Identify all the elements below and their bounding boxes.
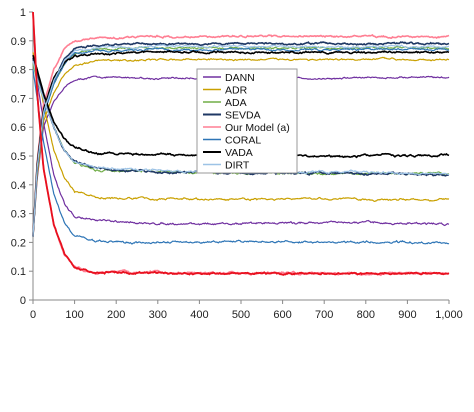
x-tick-label: 500: [232, 309, 250, 321]
series-line-vada-accuracy: [32, 49, 450, 237]
x-tick-label: 400: [190, 309, 208, 321]
x-tick-label: 800: [357, 309, 375, 321]
series-line-coral-accuracy: [32, 47, 449, 237]
legend-entry-label: ADA: [225, 97, 247, 109]
y-tick-label: 0.2: [11, 237, 26, 249]
y-tick-label: 0.4: [11, 180, 26, 192]
x-tick-label: 200: [107, 309, 125, 321]
y-tick-label: 0.8: [11, 65, 26, 77]
y-tick-label: 0.7: [11, 93, 26, 105]
x-tick-label: 700: [315, 309, 333, 321]
y-tick-label: 1: [20, 7, 26, 19]
series-line-dirt-accuracy: [32, 44, 450, 237]
x-tick-label: 900: [398, 309, 416, 321]
y-tick-label: 0.9: [11, 36, 26, 48]
x-tick-label: 600: [273, 309, 291, 321]
series-line-our-model-loss-emphasis: [32, 11, 450, 276]
legend-entry-label: CORAL: [225, 134, 261, 146]
legend-entry-label: ADR: [225, 84, 248, 96]
legend-entry-label: DANN: [225, 72, 255, 84]
y-tick-label: 0.1: [11, 266, 26, 278]
series-line-our-model-a-accuracy: [32, 34, 450, 237]
series-line-dann-loss: [32, 57, 450, 227]
y-tick-label: 0.3: [11, 209, 26, 221]
y-tick-label: 0.6: [11, 122, 26, 134]
y-tick-label: 0: [20, 295, 26, 307]
x-tick-label: 100: [65, 309, 83, 321]
x-tick-label: 0: [30, 309, 36, 321]
legend-entry-label: VADA: [225, 147, 253, 159]
legend-entry-label: Our Model (a): [225, 122, 290, 134]
series-line-adr-accuracy: [32, 56, 450, 237]
axes: 0 0.1 0.2 0.3 0.4 0.5 0.6 0.7 0.8 0.9 1 0 100 200 300 4…: [11, 7, 463, 321]
y-tick-label: 0.5: [11, 151, 26, 163]
series-line-coral-loss: [32, 69, 450, 245]
legend-entry-label: DIRT: [225, 159, 250, 171]
series-line-sevda-accuracy: [32, 41, 450, 237]
x-tick-label: 1,000: [435, 309, 463, 321]
series-line-adr-loss: [32, 52, 450, 203]
legend-entry-label: SEVDA: [225, 109, 261, 121]
x-tick-label: 300: [149, 309, 167, 321]
legend-box: [196, 68, 298, 174]
